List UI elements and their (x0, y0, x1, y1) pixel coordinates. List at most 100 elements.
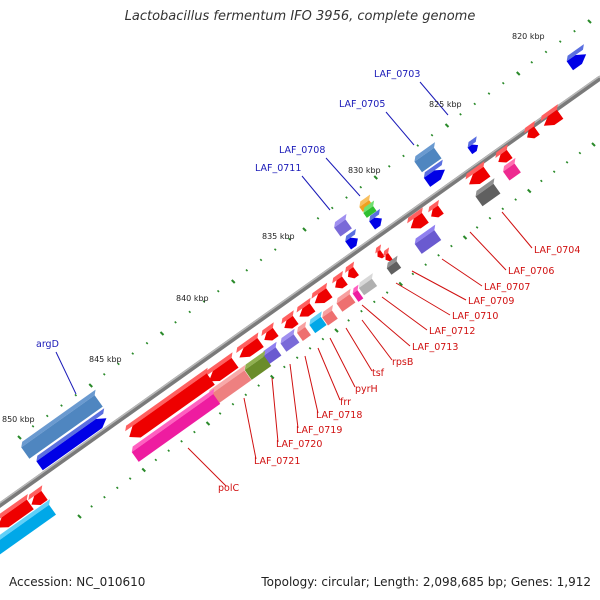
gene-block-tsf-b (336, 288, 356, 312)
gene-block-edge-c (0, 499, 57, 556)
gene-label-laf0709-leader (411, 270, 467, 301)
gene-label-laf0707-leader (441, 258, 483, 287)
gene-label-laf0712: LAF_0712 (429, 326, 475, 337)
gene-block-0712b (383, 247, 393, 262)
gene-label-laf0713-leader (361, 304, 411, 347)
gene-label-laf0710: LAF_0710 (452, 311, 498, 322)
gene-label-laf0720-leader (271, 377, 279, 443)
gene-label-laf0710-leader (395, 282, 451, 316)
gene-block-0711a (334, 213, 352, 237)
map-title: Lactobacillus fermentum IFO 3956, comple… (124, 9, 476, 24)
gene-label-laf0721: LAF_0721 (254, 456, 300, 467)
gene-block-0707b (475, 178, 501, 207)
gene-label-laf0720: LAF_0720 (276, 439, 322, 450)
gene-label-pyrh: pyrH (355, 384, 378, 395)
gene-block-0705a (414, 142, 442, 173)
gene-label-laf0703-leader (419, 81, 449, 116)
gene-block-pyrH-a (309, 311, 327, 334)
scale-label-820-kbp: 820 kbp (512, 32, 545, 41)
gene-block-edge-b (28, 485, 48, 505)
gene-block-0706b (503, 157, 521, 181)
gene-block-0720-b (261, 322, 279, 341)
gene-label-polc-leader (187, 447, 227, 487)
gene-block-0709b (407, 207, 429, 229)
gene-label-laf0718: LAF_0718 (316, 410, 362, 421)
gene-label-laf0708-leader (325, 157, 361, 197)
gene-label-laf0708: LAF_0708 (279, 145, 325, 156)
gene-block-0721 (208, 364, 252, 406)
tick-track-lower (77, 142, 596, 519)
gene-label-laf0706: LAF_0706 (508, 266, 554, 277)
gene-label-pyrh-leader (329, 337, 356, 388)
gene-label-laf0704: LAF_0704 (534, 245, 580, 256)
gene-block-0721-b (236, 332, 264, 358)
gene-block-0704b (524, 120, 540, 139)
gene-block-polC-b (131, 388, 221, 462)
gene-block-pyrH-b (322, 304, 338, 326)
gene-block-edge-a (0, 493, 34, 528)
scale-label-845-kbp: 845 kbp (89, 355, 122, 364)
scale-ticks (17, 19, 596, 519)
gene-block-0718-a (280, 328, 300, 352)
gene-label-laf0711: LAF_0711 (255, 163, 301, 174)
gene-block-0704a (540, 104, 564, 126)
gene-block-0705b (423, 159, 445, 187)
gene-label-laf0709: LAF_0709 (468, 296, 514, 307)
gene-label-laf0706-leader (469, 231, 507, 271)
tick-track-upper (17, 19, 592, 440)
scale-label-840-kbp: 840 kbp (176, 294, 209, 303)
scale-label-830-kbp: 830 kbp (348, 166, 381, 175)
gene-label-laf0707: LAF_0707 (484, 282, 530, 293)
gene-block-argD-1 (21, 389, 103, 459)
gene-label-laf0705: LAF_0705 (339, 99, 385, 110)
gene-block-rnd-1 (345, 261, 359, 279)
gene-block-0708a (359, 194, 373, 212)
gene-block-rnd-3 (311, 282, 333, 304)
gene-features (0, 44, 587, 556)
scale-label-835-kbp: 835 kbp (262, 232, 295, 241)
gene-block-argD-2 (36, 408, 107, 471)
gene-label-laf0713: LAF_0713 (412, 342, 458, 353)
gene-block-0709a (428, 199, 444, 218)
accession-text: Accession: NC_010610 (9, 575, 146, 589)
gene-label-rpsb: rpsB (392, 357, 413, 368)
gene-label-argd-leader (55, 351, 77, 395)
gene-block-0721-c (205, 352, 239, 382)
gene-block-0708b (363, 200, 377, 218)
gene-label-laf0705-leader (385, 111, 415, 146)
gene-block-frr (297, 321, 311, 341)
gene-block-0719-b (281, 310, 299, 329)
topology-text: Topology: circular; Length: 2,098,685 bp… (261, 575, 591, 589)
gene-block-0719 (262, 341, 282, 365)
gene-label-laf0718-leader (304, 355, 319, 414)
gene-label-laf0703: LAF_0703 (374, 69, 420, 80)
label-leader-lines (55, 81, 533, 487)
gene-label-tsf-leader (345, 327, 373, 372)
gene-labels: LAF_0703 LAF_0705 LAF_0708 LAF_0711 argD LAF_… (36, 69, 580, 494)
gene-label-argd: argD (36, 339, 59, 350)
gene-block-0718-b (296, 297, 316, 317)
gene-label-laf0712-leader (381, 296, 428, 331)
gene-block-0712a (375, 244, 385, 259)
gene-block-tri (467, 136, 479, 155)
gene-block-0710 (414, 224, 442, 254)
gene-label-laf0719-leader (289, 363, 299, 429)
gene-label-rpsb-leader (361, 319, 393, 361)
scale-label-825-kbp: 825 kbp (429, 100, 462, 109)
gene-label-frr: frr (340, 397, 351, 408)
gene-label-tsf: tsf (372, 368, 385, 379)
gene-label-frr-leader (317, 347, 341, 401)
gene-block-0708c (369, 208, 382, 230)
gene-label-laf0721-leader (243, 397, 257, 460)
gene-block-tsf-a (352, 284, 364, 302)
scale-label-850-kbp: 850 kbp (2, 415, 35, 424)
scale-labels: 820 kbp 825 kbp 830 kbp 835 kbp 840 kbp 845 k… (2, 32, 545, 424)
gene-label-laf0711-leader (301, 175, 331, 211)
gene-block-rpsB (358, 273, 378, 296)
gene-label-polc: polC (218, 483, 239, 494)
gene-block-0713 (386, 255, 402, 275)
genome-backbone (0, 75, 600, 508)
gene-block-0706a (495, 144, 513, 163)
gene-block-rnd-2 (332, 270, 348, 289)
